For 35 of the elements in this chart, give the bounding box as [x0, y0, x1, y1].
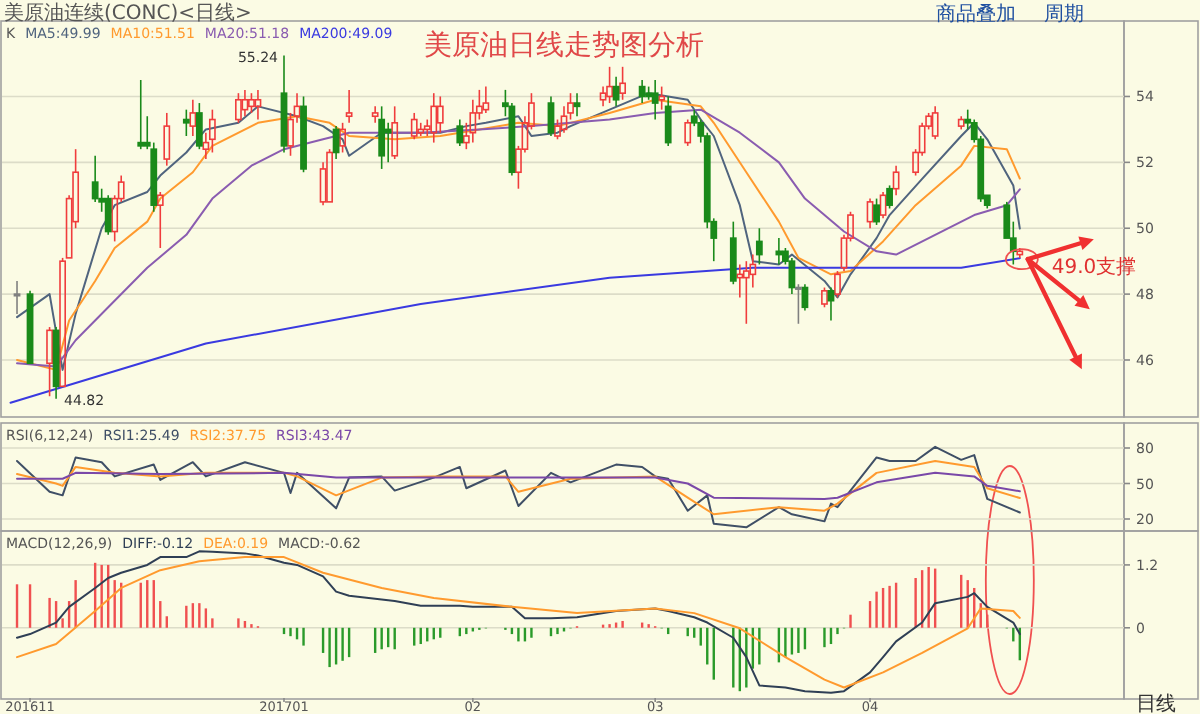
candlestick — [104, 194, 112, 236]
candlestick — [91, 154, 99, 203]
candlestick — [469, 98, 477, 144]
candlestick — [150, 141, 158, 213]
candlestick — [775, 237, 783, 266]
candlestick — [456, 118, 464, 147]
candlestick — [384, 122, 392, 164]
chart-title: 美原油日线走势图分析 — [424, 30, 704, 62]
candlestick — [430, 92, 438, 144]
line-series — [16, 471, 1021, 500]
text: 日线 — [1136, 692, 1176, 714]
candlestick — [13, 280, 21, 315]
chart-subtitle: 美原油连续(CONC)<日线> — [4, 1, 252, 25]
candlestick — [749, 253, 757, 289]
candlestick — [612, 75, 620, 108]
annotation: 周期 — [1044, 2, 1084, 26]
candlestick — [638, 79, 646, 104]
candlestick — [189, 98, 197, 137]
candlestick — [241, 89, 249, 118]
candlestick — [436, 95, 444, 134]
candlestick — [651, 79, 659, 121]
candlestick — [163, 112, 171, 167]
candlestick — [482, 85, 490, 114]
candlestick — [573, 92, 581, 118]
line-series — [16, 445, 1021, 529]
annotation: 商品叠加 — [936, 2, 1016, 26]
candlestick — [254, 89, 262, 121]
annotation: 49.0支撑 — [1051, 255, 1137, 280]
candlestick — [345, 89, 353, 124]
candlestick — [560, 105, 568, 134]
candlestick — [280, 54, 288, 154]
candlestick — [664, 95, 672, 147]
candlestick — [371, 105, 379, 124]
candlestick — [599, 85, 607, 108]
candlestick — [892, 164, 900, 197]
